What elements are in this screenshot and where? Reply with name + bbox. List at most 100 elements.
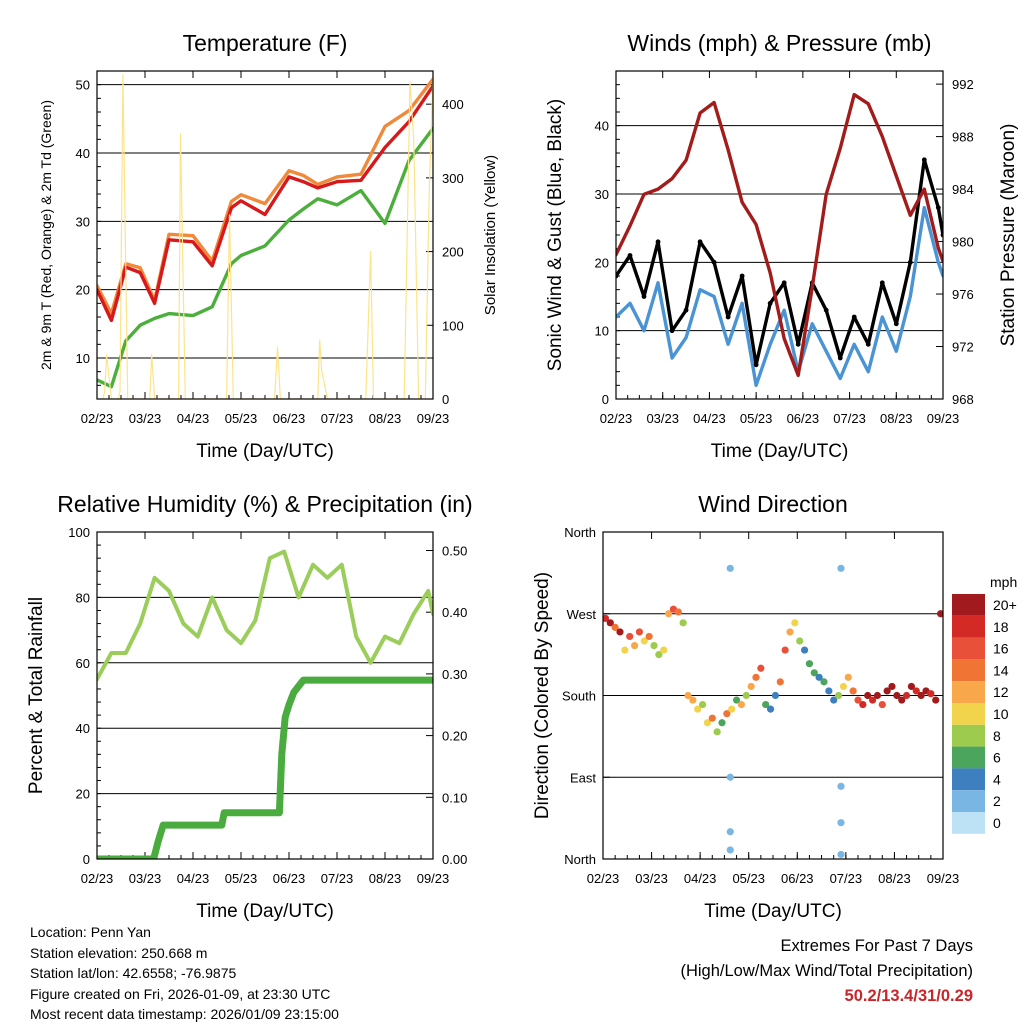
direction-point xyxy=(932,696,940,704)
humidity-ytick-right-label: 0.50 xyxy=(442,544,467,559)
winds-gust-point xyxy=(753,362,759,368)
direction-ytick-label: East xyxy=(570,770,596,785)
winds-gust-point xyxy=(697,239,703,245)
humidity-ytick-right-label: 0.30 xyxy=(442,667,467,682)
direction-point xyxy=(907,682,916,691)
direction-point xyxy=(726,773,734,781)
temperature-xtick-label: 03/23 xyxy=(129,411,162,426)
winds-gust-point xyxy=(921,157,927,163)
temperature-series-solar-insolation xyxy=(97,74,433,399)
speed-legend: mph 20+ 18 16 14 12 10 8 6 4 2 0 xyxy=(952,574,1017,834)
winds-ytick-label: 10 xyxy=(595,324,609,339)
direction-point xyxy=(674,608,682,616)
winds-gust-point xyxy=(739,273,745,279)
direction-point xyxy=(837,819,845,827)
direction-point xyxy=(825,687,833,695)
winds-ytick-label: 40 xyxy=(595,119,609,134)
temperature-frame xyxy=(96,70,434,400)
humidity-ytick-right-label: 0.00 xyxy=(442,852,467,867)
winds-ytick-label: 20 xyxy=(595,255,609,270)
speed-legend-swatch xyxy=(952,594,985,616)
extremes-values: 50.2/13.4/31/0.29 xyxy=(844,987,973,1005)
direction-xtick-label: 03/23 xyxy=(635,871,668,886)
temperature-ytick-right-label: 200 xyxy=(442,245,464,260)
humidity-ytick-label: 40 xyxy=(76,721,90,736)
speed-legend-label: 10 xyxy=(993,706,1009,722)
winds-ytick-right-label: 984 xyxy=(952,182,974,197)
speed-legend-label: 14 xyxy=(993,662,1009,678)
speed-legend-swatch xyxy=(952,681,985,703)
station-location: Location: Penn Yan xyxy=(30,924,151,940)
direction-xtick-label: 05/23 xyxy=(732,871,765,886)
temperature-xtick-label: 02/23 xyxy=(81,411,114,426)
direction-xtick-label: 08/23 xyxy=(878,871,911,886)
direction-point xyxy=(815,673,823,681)
panel-humidity: Relative Humidity (%) & Precipitation (i… xyxy=(26,491,473,922)
direction-point xyxy=(917,691,925,700)
station-info: Location: Penn Yan Station elevation: 25… xyxy=(30,922,339,1025)
station-latlon: Station lat/lon: 42.6558; -76.9875 xyxy=(30,965,237,981)
humidity-ytick-right-label: 0.10 xyxy=(442,790,467,805)
direction-point xyxy=(800,646,809,654)
temperature-xtick-label: 08/23 xyxy=(369,411,402,426)
temperature-ytick-label: 10 xyxy=(76,351,90,366)
humidity-xtick-label: 04/23 xyxy=(177,871,210,886)
direction-point xyxy=(726,846,734,854)
winds-gust-point xyxy=(823,307,829,313)
direction-point xyxy=(878,700,886,709)
direction-point xyxy=(837,564,845,572)
direction-point xyxy=(611,623,619,631)
speed-legend-swatch xyxy=(952,724,985,747)
direction-point xyxy=(781,646,789,654)
direction-point xyxy=(902,691,911,700)
direction-point xyxy=(635,628,644,636)
winds-xtick-label: 02/23 xyxy=(600,411,633,426)
winds-gust-point xyxy=(865,341,871,347)
humidity-ytick-label: 60 xyxy=(76,656,90,671)
winds-frame xyxy=(615,70,944,400)
speed-legend-label: 12 xyxy=(993,684,1009,700)
winds-gust-point xyxy=(935,205,941,211)
direction-point xyxy=(837,850,845,859)
panel-winds: Winds (mph) & Pressure (mb) Time (Day/UTC… xyxy=(545,30,1019,462)
speed-legend-label: 20+ xyxy=(993,597,1017,613)
winds-ytick-label: 0 xyxy=(602,392,609,407)
direction-point xyxy=(864,691,872,700)
direction-point xyxy=(726,564,734,572)
speed-legend-swatch xyxy=(952,812,985,834)
temperature-ytick-right-label: 0 xyxy=(442,392,449,407)
direction-xtick-label: 02/23 xyxy=(587,871,620,886)
humidity-frame xyxy=(96,531,434,860)
temperature-ytick-right-label: 100 xyxy=(442,318,464,333)
speed-legend-title: mph xyxy=(990,574,1017,590)
direction-xtick-label: 09/23 xyxy=(927,871,960,886)
panel-temperature: Temperature (F) Time (Day/UTC) 2m & 9m T (… xyxy=(38,30,499,462)
direction-point xyxy=(747,682,755,691)
direction-point xyxy=(776,678,784,686)
temperature-xtick-label: 09/23 xyxy=(417,411,450,426)
speed-legend-label: 18 xyxy=(993,619,1009,635)
direction-point xyxy=(689,696,697,704)
winds-gust-point xyxy=(725,314,731,320)
speed-legend-label: 0 xyxy=(993,815,1001,831)
winds-xtick-label: 08/23 xyxy=(880,411,913,426)
direction-point xyxy=(791,619,799,627)
winds-gust-point xyxy=(851,314,857,320)
humidity-series-relative-humidity xyxy=(97,549,433,682)
winds-gust-point xyxy=(655,239,661,245)
humidity-xtick-label: 06/23 xyxy=(273,871,306,886)
speed-legend-swatch xyxy=(952,746,985,769)
winds-plot-area xyxy=(616,92,943,387)
recent-timestamp: Most recent data timestamp: 2026/01/09 2… xyxy=(30,1006,339,1022)
speed-legend-label: 4 xyxy=(993,771,1001,787)
temperature-ytick-label: 30 xyxy=(76,214,90,229)
direction-point xyxy=(844,673,852,681)
figure-created: Figure created on Fri, 2026-01-09, at 23… xyxy=(30,985,331,1002)
station-elevation: Station elevation: 250.668 m xyxy=(30,944,208,961)
direction-point xyxy=(664,610,673,618)
direction-point xyxy=(606,619,614,627)
temperature-title: Temperature (F) xyxy=(183,30,348,56)
direction-point xyxy=(616,628,624,636)
winds-ytick-right-label: 988 xyxy=(952,130,974,145)
